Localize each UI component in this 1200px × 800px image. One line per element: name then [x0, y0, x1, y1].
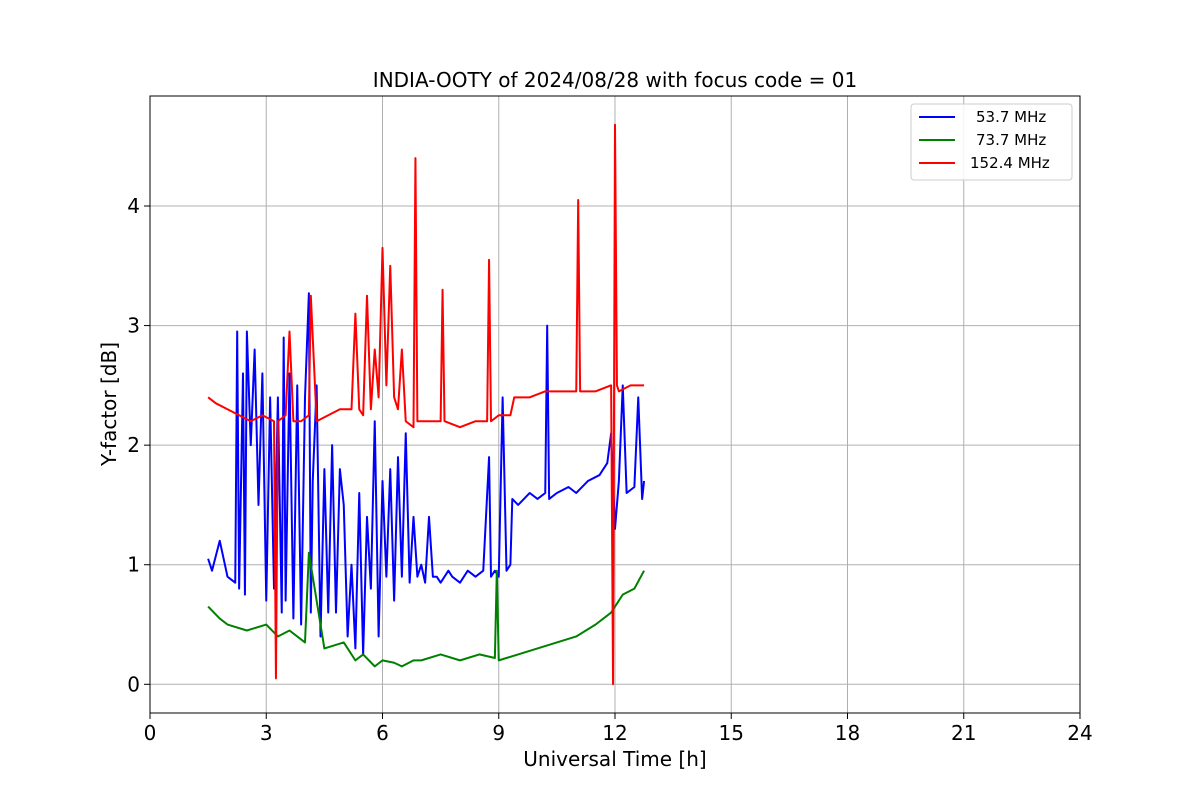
x-axis-label: Universal Time [h] — [523, 747, 706, 771]
x-tick-label: 0 — [144, 721, 157, 745]
y-tick-label: 4 — [127, 194, 140, 218]
series-line-73-7-mhz — [207, 551, 645, 668]
x-tick-label: 24 — [1067, 721, 1092, 745]
y-tick-label: 1 — [127, 553, 140, 577]
y-tick-label: 2 — [127, 433, 140, 457]
legend-label-152-4: 152.4 MHz — [970, 154, 1050, 172]
legend: 53.7 MHz 73.7 MHz 152.4 MHz — [910, 103, 1073, 181]
x-tick-label: 3 — [260, 721, 273, 745]
legend-box — [910, 103, 1073, 181]
x-tick-label: 21 — [951, 721, 976, 745]
y-tick-label: 0 — [127, 672, 140, 696]
chart-title: INDIA-OOTY of 2024/08/28 with focus code… — [373, 68, 857, 92]
x-tick-label: 15 — [719, 721, 744, 745]
legend-label-73-7: 73.7 MHz — [976, 131, 1046, 149]
x-tick-label: 18 — [835, 721, 860, 745]
x-tick-label: 9 — [492, 721, 505, 745]
y-tick-label: 3 — [127, 314, 140, 338]
legend-label-53-7: 53.7 MHz — [976, 108, 1046, 126]
x-tick-label: 12 — [602, 721, 627, 745]
x-tick-label: 6 — [376, 721, 389, 745]
y-axis-label: Y-factor [dB] — [97, 342, 121, 467]
series-line-152-4-mhz — [207, 123, 645, 686]
plot-area — [207, 123, 646, 686]
